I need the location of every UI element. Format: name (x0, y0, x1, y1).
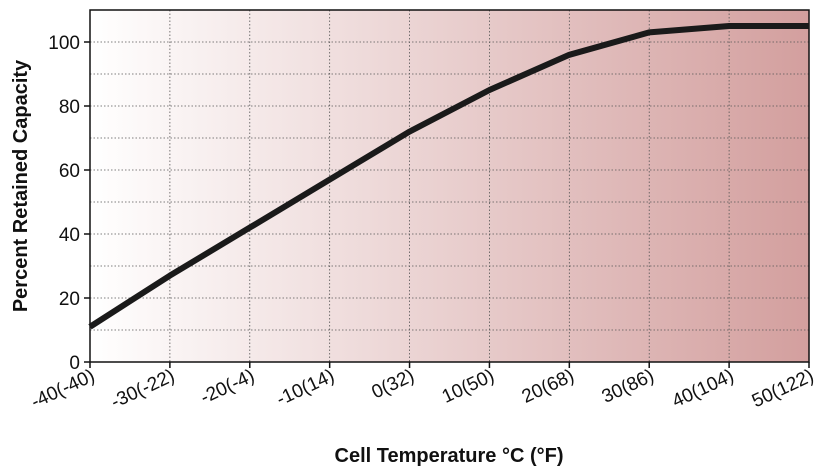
x-tick-label: 30(86) (599, 365, 658, 407)
y-tick-label: 40 (59, 225, 80, 246)
x-tick-label: 40(104) (669, 365, 737, 412)
y-tick-label: 20 (59, 289, 80, 310)
grid (90, 10, 809, 362)
y-tick-label: 100 (48, 33, 80, 54)
x-tick-label: 20(68) (519, 365, 578, 407)
x-axis-ticks: -40(-40) -30(-22) -20(-4) -10(14) 0(32) 10(50… (28, 362, 817, 413)
x-tick-label: 0(32) (369, 365, 418, 403)
series-layer (88, 23, 809, 330)
series-line (88, 23, 809, 330)
x-tick-label: 10(50) (439, 365, 498, 407)
y-axis-ticks: 0 20 40 60 80 100 (48, 33, 90, 374)
y-tick-label: 60 (59, 161, 80, 182)
y-axis-title: Percent Retained Capacity (10, 59, 32, 312)
y-tick-label: 80 (59, 97, 80, 118)
x-tick-label: -30(-22) (108, 365, 178, 413)
x-tick-label: -20(-4) (197, 365, 258, 408)
x-axis-title: Cell Temperature °C (°F) (335, 445, 564, 467)
x-tick-label: 50(122) (749, 365, 817, 412)
x-tick-label: -40(-40) (28, 365, 98, 413)
plot-background (90, 10, 809, 362)
y-tick-label: 0 (69, 353, 80, 374)
plot-border (89, 9, 810, 363)
x-tick-label: -10(14) (273, 365, 337, 410)
